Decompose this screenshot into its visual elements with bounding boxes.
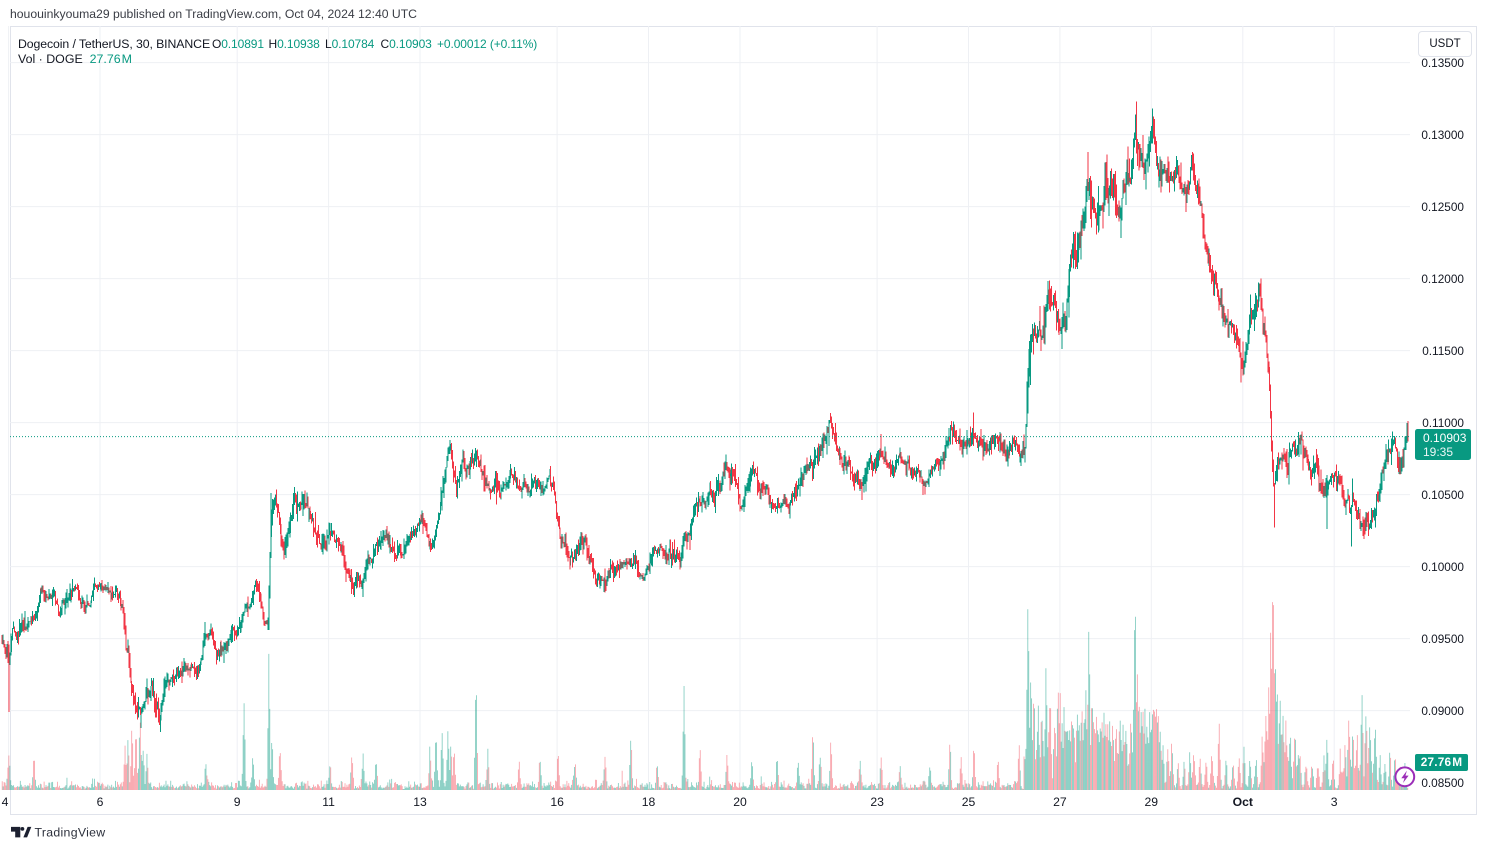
svg-text:TradingView: TradingView — [35, 825, 106, 839]
